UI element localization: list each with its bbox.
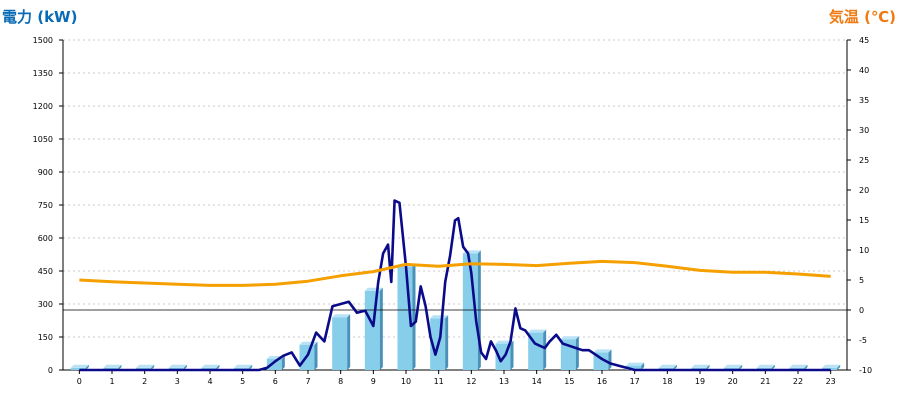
y-right-tick-label: 20	[859, 186, 869, 195]
y-left-tick-label: 0	[48, 366, 53, 375]
y-right-tick-label: 25	[859, 156, 869, 165]
y-right-tick-label: 10	[859, 246, 869, 255]
y-axis-left-title: 電力 (kW)	[2, 8, 78, 26]
bar	[560, 336, 579, 370]
y-axis-right-title: 気温 (℃)	[828, 8, 896, 26]
x-tick-label: 14	[532, 377, 542, 386]
x-tick-label: 19	[695, 377, 705, 386]
x-tick-label: 16	[597, 377, 607, 386]
y-right-tick-label: 0	[859, 306, 864, 315]
x-tick-label: 11	[434, 377, 444, 386]
y-right-tick-label: 15	[859, 216, 869, 225]
bar	[364, 287, 383, 370]
y-right-tick-label: 5	[859, 276, 864, 285]
x-tick-label: 17	[630, 377, 640, 386]
x-tick-label: 12	[466, 377, 476, 386]
x-tick-label: 13	[499, 377, 509, 386]
x-tick-label: 21	[760, 377, 770, 386]
y-left-tick-label: 300	[38, 300, 53, 309]
bar	[528, 329, 547, 370]
x-tick-label: 22	[793, 377, 803, 386]
y-left-tick-label: 1050	[33, 135, 53, 144]
bar	[626, 362, 645, 370]
x-tick-label: 4	[207, 377, 212, 386]
y-right-tick-label: 45	[859, 36, 869, 45]
y-right-tick-label: -5	[859, 336, 867, 345]
y-left-tick-label: 150	[38, 333, 53, 342]
y-right-tick-label: 30	[859, 126, 869, 135]
x-tick-label: 7	[305, 377, 310, 386]
x-tick-label: 2	[142, 377, 147, 386]
bar	[332, 314, 351, 370]
x-tick-label: 3	[175, 377, 180, 386]
y-left-tick-label: 1200	[33, 102, 53, 111]
y-left-tick-label: 1500	[33, 36, 53, 45]
power-line	[79, 199, 831, 372]
x-tick-label: 8	[338, 377, 343, 386]
x-tick-label: 5	[240, 377, 245, 386]
x-tick-label: 10	[401, 377, 411, 386]
y-right-tick-label: 40	[859, 66, 869, 75]
x-tick-label: 18	[662, 377, 672, 386]
y-left-tick-label: 600	[38, 234, 53, 243]
y-left-tick-label: 450	[38, 267, 53, 276]
x-tick-label: 9	[371, 377, 376, 386]
x-tick-label: 0	[77, 377, 82, 386]
temperature-line	[79, 259, 831, 287]
y-right-tick-label: 35	[859, 96, 869, 105]
y-left-tick-label: 900	[38, 168, 53, 177]
y-left-tick-label: 1350	[33, 69, 53, 78]
x-tick-label: 15	[564, 377, 574, 386]
x-tick-label: 1	[109, 377, 114, 386]
x-tick-label: 6	[273, 377, 278, 386]
y-right-tick-label: -10	[859, 366, 872, 375]
x-tick-label: 20	[728, 377, 738, 386]
y-left-tick-label: 750	[38, 201, 53, 210]
x-tick-label: 23	[826, 377, 836, 386]
